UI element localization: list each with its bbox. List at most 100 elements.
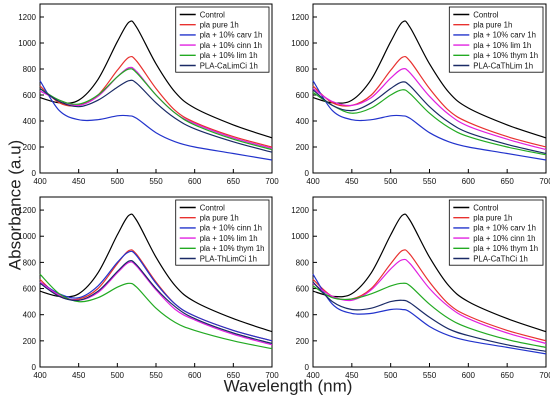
x-tick-label: 650 [500, 177, 514, 186]
series-line-3 [312, 80, 547, 161]
series-line-6 [39, 259, 273, 345]
legend-box [448, 6, 544, 73]
series-line-5 [39, 273, 273, 350]
y-tick-label: 800 [23, 65, 37, 74]
y-tick-label: 200 [23, 143, 37, 152]
series-line-5 [39, 68, 273, 151]
x-tick-label: 700 [265, 177, 279, 186]
series-line-3 [39, 250, 273, 342]
y-tick-label: 600 [296, 285, 310, 294]
series-line-4 [39, 66, 273, 149]
series-line-5 [312, 89, 547, 156]
legend-label-3: pla + 10% carv 1h [473, 224, 536, 233]
x-tick-label: 400 [306, 371, 320, 380]
legend-label-6: PLA-CaThLim 1h [473, 61, 533, 70]
y-tick-label: 1000 [18, 39, 36, 48]
legend-label-6: PLA-CaThCi 1h [473, 254, 528, 263]
series-line-4 [39, 261, 273, 346]
series-line-6 [312, 281, 547, 352]
x-tick-label: 550 [149, 177, 163, 186]
x-tick-label: 650 [227, 177, 241, 186]
legend-label-1: Control [200, 10, 225, 19]
series-line-6 [312, 81, 547, 155]
legend-box [175, 6, 270, 73]
y-tick-label: 800 [23, 258, 37, 267]
x-tick-label: 500 [384, 371, 398, 380]
legend-label-5: pla + 10% lim 1h [200, 51, 258, 60]
chart-panel-bottom-right: 400 450 500 550 600 650 700 0 200 400 600 800 1000 12… [291, 196, 550, 380]
x-tick-label: 650 [500, 371, 514, 380]
legend-label-3: pla + 10% cinn 1h [200, 224, 262, 233]
legend-label-5: pla + 10% thym 1h [200, 244, 265, 253]
legend-label-5: pla + 10% thym 1h [473, 51, 538, 60]
y-tick-label: 600 [23, 91, 37, 100]
x-tick-label: 550 [423, 371, 437, 380]
y-tick-label: 600 [296, 91, 310, 100]
x-tick-label: 600 [188, 371, 202, 380]
y-tick-label: 400 [296, 311, 310, 320]
x-tick-label: 400 [33, 371, 47, 380]
y-tick-label: 800 [296, 258, 310, 267]
y-tick-label: 1200 [18, 206, 36, 215]
chart-panel-bottom-left: 400 450 500 550 600 650 700 0 200 400 600 800 1000 12… [18, 196, 279, 380]
legend-label-2: pla pure 1h [473, 21, 512, 30]
series-line-1 [39, 213, 273, 333]
y-tick-label: 1200 [291, 206, 309, 215]
legend-label-3: pla + 10% carv 1h [473, 31, 536, 40]
y-tick-label: 1000 [18, 232, 36, 241]
legend-label-2: pla pure 1h [200, 214, 239, 223]
legend-label-3: pla + 10% carv 1h [200, 31, 263, 40]
series-line-3 [39, 80, 273, 161]
legend-box [448, 199, 544, 266]
x-tick-label: 550 [149, 371, 163, 380]
x-tick-label: 700 [265, 371, 279, 380]
legend-label-2: pla pure 1h [473, 214, 512, 223]
series-line-1 [312, 213, 547, 333]
y-tick-label: 1200 [18, 13, 36, 22]
y-tick-label: 600 [23, 285, 37, 294]
x-tick-label: 450 [345, 177, 359, 186]
x-tick-label: 550 [423, 177, 437, 186]
y-tick-label: 800 [296, 65, 310, 74]
series-line-5 [312, 282, 547, 348]
x-tick-label: 450 [72, 177, 86, 186]
x-tick-label: 600 [188, 177, 202, 186]
y-tick-label: 200 [296, 143, 310, 152]
chart-panel-top-right: 400 450 500 550 600 650 700 0 200 400 600 800 1000 12… [291, 3, 550, 186]
x-tick-label: 400 [33, 177, 47, 186]
y-tick-label: 1000 [291, 39, 309, 48]
y-axis-label-container: Absorbance (a.u) [3, 100, 29, 310]
y-tick-label: 400 [23, 117, 37, 126]
y-tick-label: 200 [296, 337, 310, 346]
legend-box [175, 199, 270, 266]
y-tick-label: 200 [23, 337, 37, 346]
series-line-1 [312, 20, 547, 139]
legend-label-4: pla + 10% cinn 1h [200, 41, 262, 50]
y-tick-label: 400 [23, 311, 37, 320]
legend-label-1: Control [473, 10, 498, 19]
series-line-4 [312, 67, 547, 151]
x-tick-label: 600 [462, 177, 476, 186]
series-line-3 [312, 273, 547, 355]
series-line-6 [39, 79, 273, 153]
legend-label-4: pla + 10% lim 1h [200, 234, 258, 243]
x-tick-label: 500 [384, 177, 398, 186]
legend-label-4: pla + 10% lim 1h [473, 41, 531, 50]
y-tick-label: 1200 [291, 13, 309, 22]
y-axis-label: Absorbance (a.u) [5, 140, 24, 270]
x-axis-label: Wavelength (nm) [224, 376, 353, 395]
legend-label-2: pla pure 1h [200, 21, 239, 30]
y-tick-label: 0 [32, 363, 37, 372]
legend-label-5: pla + 10% thym 1h [473, 244, 538, 253]
y-tick-label: 1000 [291, 232, 309, 241]
x-tick-label: 450 [345, 371, 359, 380]
x-tick-label: 450 [72, 371, 86, 380]
legend-label-6: PLA-CaLimCi 1h [200, 61, 258, 70]
series-line-1 [39, 20, 273, 139]
chart-panel-top-left: 400 450 500 550 600 650 700 0 200 400 600 800 1000 12… [18, 3, 279, 186]
x-tick-label: 600 [462, 371, 476, 380]
legend-label-6: PLA-ThLimCi 1h [200, 254, 257, 263]
y-tick-label: 0 [32, 169, 37, 178]
y-tick-label: 400 [296, 117, 310, 126]
